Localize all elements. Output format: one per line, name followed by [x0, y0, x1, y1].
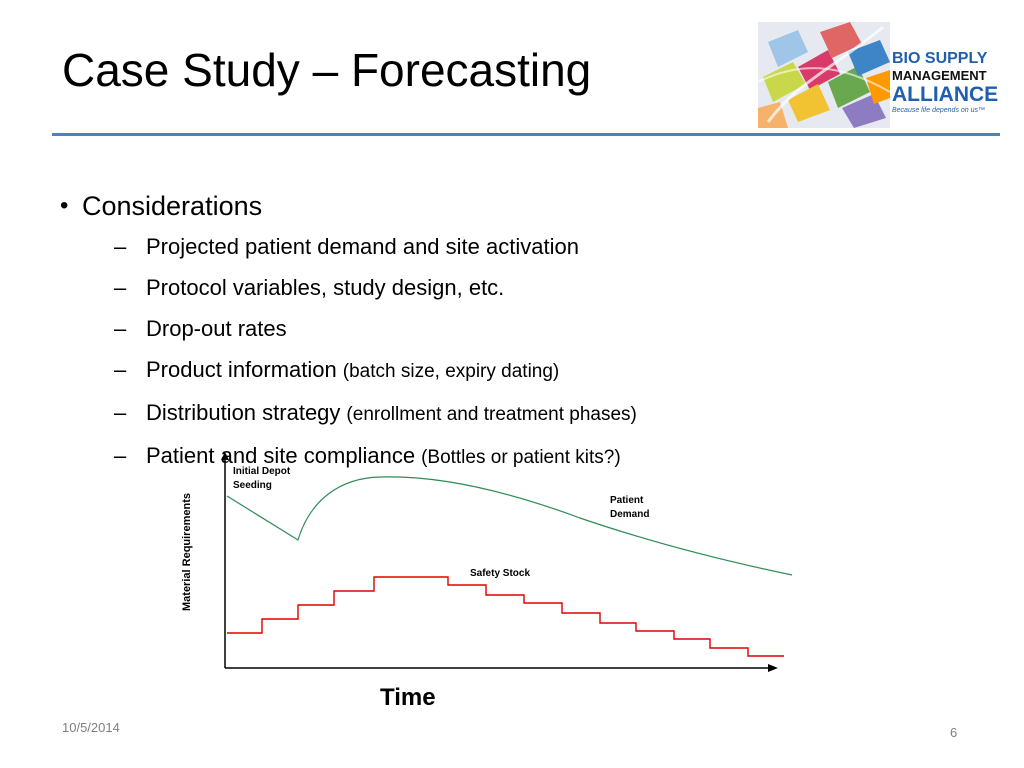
sub-item-text: Drop-out rates	[146, 316, 287, 341]
sub-item: – Protocol variables, study design, etc.	[114, 267, 637, 308]
logo-wordmark: BIO SUPPLY MANAGEMENT ALLIANCE Because l…	[892, 50, 1016, 115]
sub-item-detail: (Bottles or patient kits?)	[421, 447, 621, 468]
dash-icon: –	[114, 234, 127, 259]
forecast-chart-svg	[221, 452, 793, 672]
sub-item: – Product information (batch size, expir…	[114, 349, 637, 392]
sub-item-text: Protocol variables, study design, etc.	[146, 275, 505, 300]
slide-number: 6	[950, 725, 958, 740]
annotation-patient-demand: Patient Demand	[610, 495, 650, 520]
annotation-safety-stock: Safety Stock	[470, 568, 531, 579]
dash-icon: –	[114, 357, 127, 382]
forecast-chart: Material Requirements Initial Depot Seed…	[180, 450, 800, 720]
title-divider	[52, 133, 1000, 136]
sub-item-text: Patient and site compliance	[146, 443, 416, 468]
sub-item-detail: (batch size, expiry dating)	[342, 361, 560, 382]
logo-line-alliance: ALLIANCE	[892, 83, 999, 106]
sub-item-text: Distribution strategy	[146, 400, 341, 425]
patient-demand-line	[226, 476, 793, 576]
dash-icon: –	[114, 400, 127, 425]
x-axis-label: Time	[380, 684, 436, 711]
dash-icon: –	[114, 443, 127, 468]
y-axis-arrow-icon	[221, 452, 229, 460]
bullet-dot-icon: •	[60, 192, 69, 219]
sub-item: – Drop-out rates	[114, 308, 637, 349]
sub-item-text: Projected patient demand and site activa…	[146, 234, 579, 259]
logo-tagline: Because life depends on us™	[892, 107, 986, 114]
considerations-list: • Considerations – Projected patient dem…	[60, 186, 637, 478]
sub-item-text: Product information	[146, 357, 337, 382]
dna-helix-icon	[758, 22, 890, 128]
bullet-considerations: • Considerations	[60, 186, 583, 226]
y-axis-label: Material Requirements	[181, 493, 193, 611]
slide-title: Case Study – Forecasting	[62, 44, 592, 96]
logo-line-management: MANAGEMENT	[892, 68, 987, 83]
sub-item: – Distribution strategy (enrollment and …	[114, 392, 637, 435]
dash-icon: –	[114, 275, 127, 300]
annotation-initial-depot-seeding: Initial Depot Seeding	[233, 466, 291, 491]
x-axis-arrow-icon	[768, 664, 778, 672]
bsma-logo: BIO SUPPLY MANAGEMENT ALLIANCE Because l…	[758, 22, 1016, 128]
logo-line-bio-supply: BIO SUPPLY	[892, 50, 988, 67]
bullet-label: Considerations	[82, 191, 263, 221]
safety-stock-line	[227, 576, 784, 657]
sub-item: – Patient and site compliance (Bottles o…	[114, 435, 637, 478]
footer-date: 10/5/2014	[62, 720, 120, 735]
sub-item: – Projected patient demand and site acti…	[114, 226, 637, 267]
dash-icon: –	[114, 316, 127, 341]
sub-item-detail: (enrollment and treatment phases)	[346, 404, 637, 425]
